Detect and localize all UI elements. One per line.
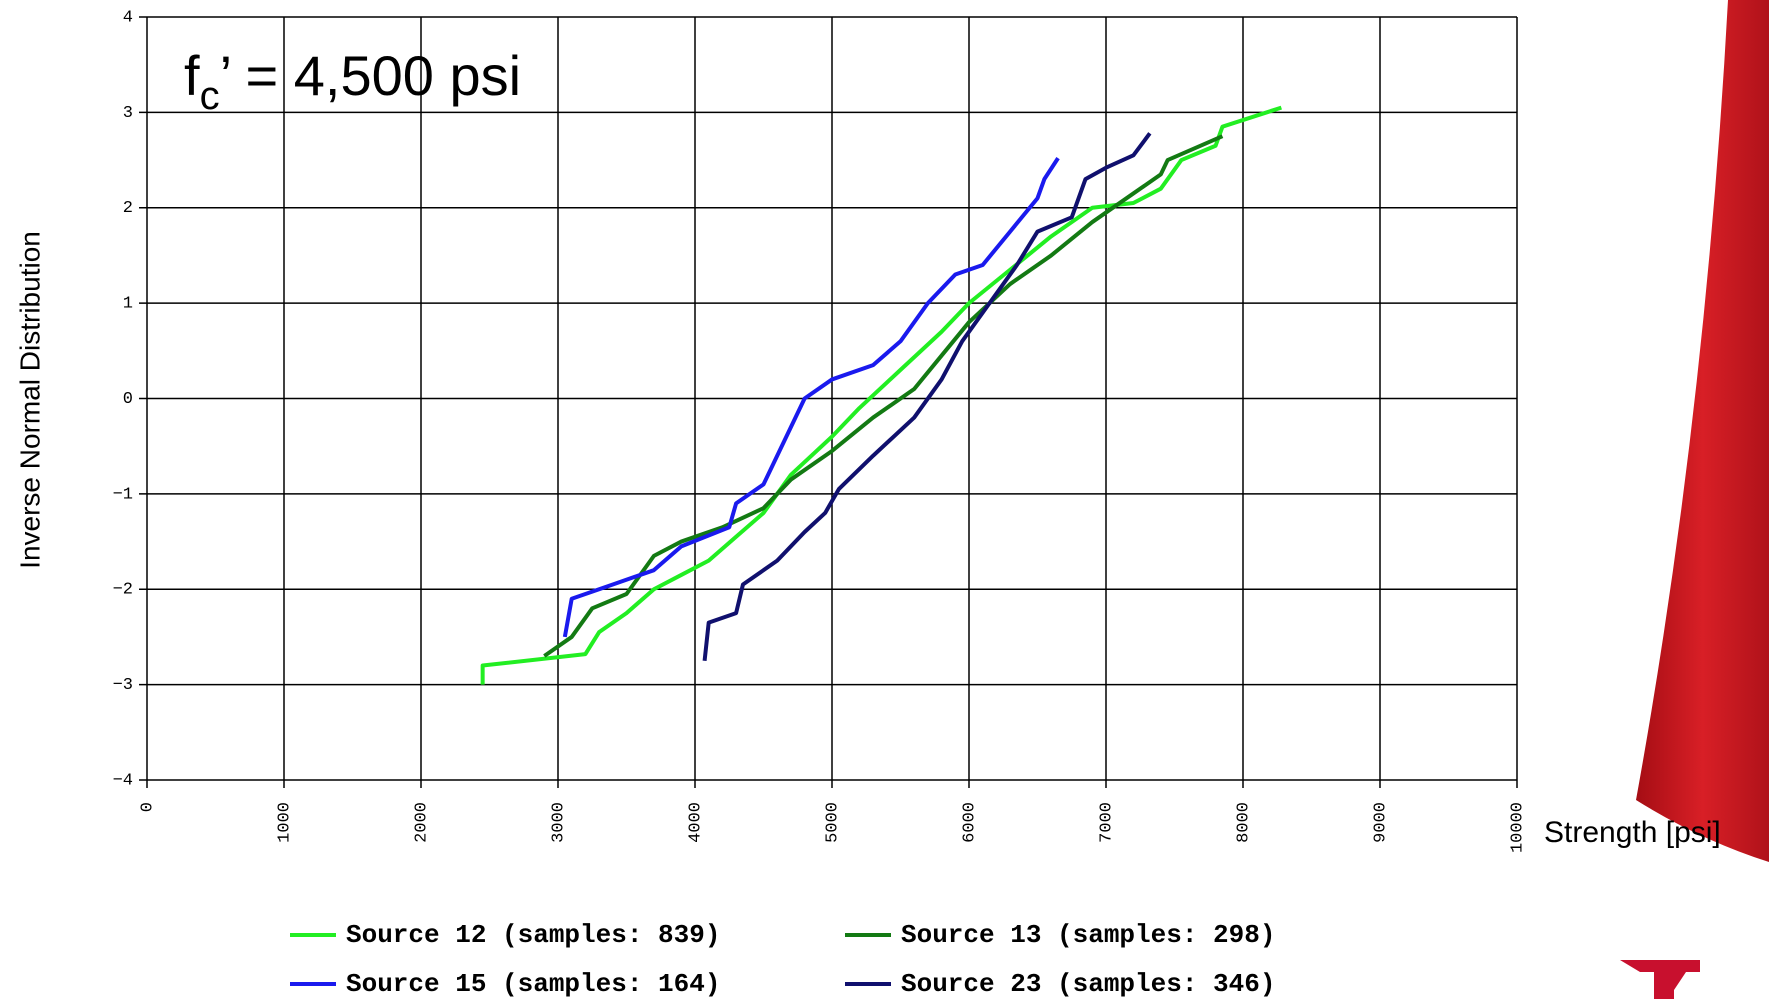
series-line (483, 108, 1282, 685)
x-tick-label: 4000 (686, 802, 705, 843)
y-tick-label: 3 (123, 104, 133, 123)
x-tick-label: 6000 (960, 802, 979, 843)
x-tick-label: 0 (138, 802, 157, 812)
x-axis-label: Strength [psi] (1544, 816, 1721, 849)
annotation-rest: ’ = 4,500 psi (220, 44, 521, 107)
y-tick-label: 1 (123, 295, 133, 314)
x-tick-label: 9000 (1371, 802, 1390, 843)
y-tick-label: −3 (113, 676, 133, 695)
y-tick-label: 2 (123, 199, 133, 218)
x-tick-label: 8000 (1234, 802, 1253, 843)
annotation-sub: c (200, 74, 220, 118)
legend-label: Source 15 (samples: 164) (346, 969, 720, 999)
legend-label: Source 23 (samples: 346) (901, 969, 1275, 999)
y-tick-label: −2 (113, 581, 133, 600)
y-axis-label: Inverse Normal Distribution (14, 231, 45, 569)
x-tick-label: 10000 (1508, 802, 1527, 853)
x-tick-label: 3000 (549, 802, 568, 843)
annotation-main: f (184, 44, 200, 107)
annotation: fc’ = 4,500 psi (184, 44, 521, 118)
x-tick-label: 2000 (412, 802, 431, 843)
y-tick-label: 4 (123, 8, 133, 27)
y-tick-label: −1 (113, 485, 133, 504)
series-line (544, 136, 1222, 656)
decor-band (1636, 0, 1769, 862)
x-tick-label: 7000 (1097, 802, 1116, 843)
legend-label: Source 13 (samples: 298) (901, 920, 1275, 950)
x-tick-label: 1000 (275, 802, 294, 843)
x-tick-label: 5000 (823, 802, 842, 843)
chart: Inverse Normal Distribution Strength [ps… (0, 0, 1769, 999)
legend-label: Source 12 (samples: 839) (346, 920, 720, 950)
y-tick-label: −4 (113, 771, 133, 790)
series-line (565, 158, 1058, 637)
y-tick-label: 0 (123, 390, 133, 409)
logo (1620, 960, 1700, 999)
page: Inverse Normal Distribution Strength [ps… (0, 0, 1769, 999)
